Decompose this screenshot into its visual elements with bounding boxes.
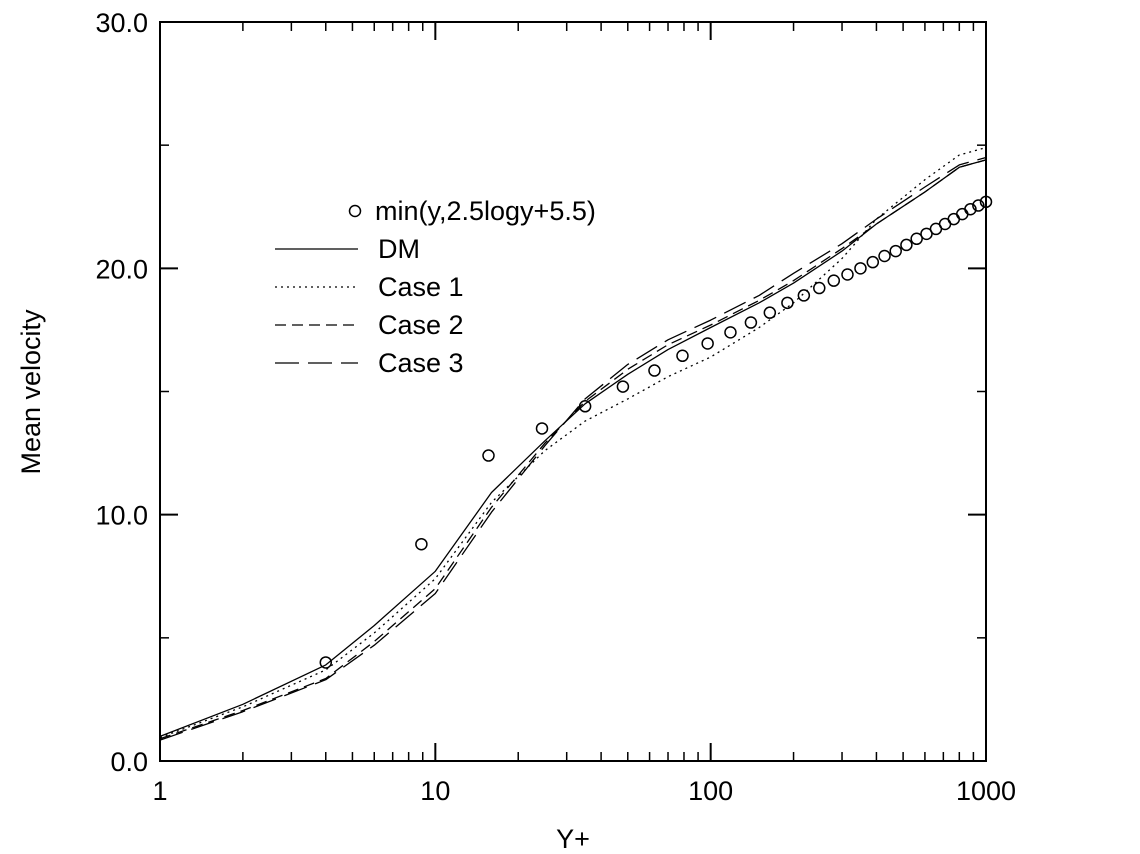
data-point (947, 212, 961, 226)
x-axis-title: Y+ (556, 824, 590, 854)
legend-label: DM (378, 234, 420, 264)
y-tick-label: 30.0 (95, 8, 148, 38)
legend-label: min(y,2.5logy+5.5) (375, 196, 596, 226)
data-point (854, 262, 867, 275)
legend-label: Case 2 (378, 310, 464, 340)
y-tick-label: 20.0 (95, 254, 148, 284)
plot-frame (159, 21, 987, 762)
data-point (781, 296, 794, 310)
y-tick-label: 10.0 (95, 501, 148, 531)
data-point (676, 349, 689, 363)
data-point (956, 207, 969, 221)
data-point (964, 202, 977, 216)
data-point (889, 244, 902, 258)
data-point (701, 337, 714, 350)
data-point (648, 364, 661, 377)
series-markers (319, 195, 993, 669)
data-point (900, 238, 913, 252)
x-tick-label: 10 (420, 776, 450, 806)
series-line-case-1 (159, 146, 987, 739)
data-point (763, 306, 777, 319)
y-tick-label: 0.0 (110, 747, 148, 777)
data-point (535, 422, 549, 435)
axis-ticks (159, 21, 987, 762)
data-point (578, 400, 592, 413)
legend: min(y,2.5logy+5.5) DM Case 1 Case 2 Case 3 (275, 196, 596, 378)
data-point (866, 255, 880, 269)
legend-marker (348, 204, 362, 218)
data-point (319, 656, 333, 669)
data-point (797, 289, 811, 302)
x-tick-label: 1 (152, 776, 167, 806)
data-point (827, 274, 841, 287)
data-point (724, 326, 737, 339)
data-point (972, 199, 985, 212)
data-point (482, 449, 495, 462)
series-line-case-2 (159, 159, 987, 740)
axis-tick-labels: 1 10 100 1000 0.0 10.0 20.0 30.0 (95, 8, 1016, 806)
series-lines (159, 146, 987, 741)
data-point (744, 316, 758, 329)
legend-label: Case 3 (378, 348, 464, 378)
x-tick-label: 100 (688, 776, 733, 806)
data-point (878, 249, 891, 263)
data-point (616, 380, 630, 393)
series-line-dm (159, 159, 987, 738)
y-axis-title: Mean velocity (16, 309, 46, 475)
data-point (920, 227, 933, 241)
data-point (841, 268, 854, 281)
series-line-case-3 (159, 156, 987, 741)
x-tick-label: 1000 (956, 776, 1016, 806)
data-point (813, 281, 826, 295)
data-point (415, 537, 428, 551)
data-point (910, 232, 923, 246)
legend-label: Case 1 (378, 272, 464, 302)
